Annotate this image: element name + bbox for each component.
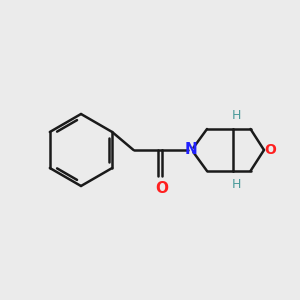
Text: O: O [265, 143, 277, 157]
Text: H: H [231, 109, 241, 122]
Text: O: O [155, 181, 169, 196]
Text: H: H [231, 178, 241, 191]
Text: N: N [184, 142, 197, 158]
